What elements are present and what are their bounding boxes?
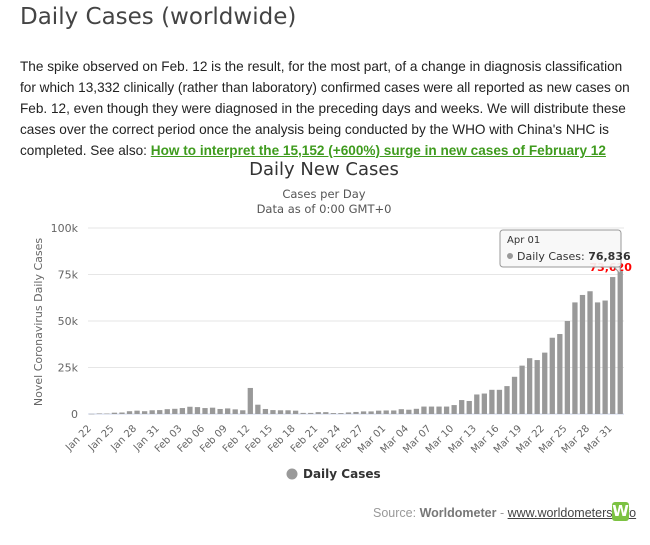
worldometer-logo-icon: W bbox=[612, 502, 629, 521]
bar-daily-cases-mar-06[interactable] bbox=[421, 406, 427, 414]
chart-description: The spike observed on Feb. 12 is the res… bbox=[20, 56, 632, 161]
chart-title: Daily New Cases bbox=[249, 159, 399, 180]
bar-daily-cases-feb-26[interactable] bbox=[353, 411, 359, 414]
y-tick-label: 0 bbox=[71, 408, 78, 421]
bar-daily-cases-feb-24[interactable] bbox=[338, 413, 344, 414]
bar-daily-cases-mar-28[interactable] bbox=[587, 291, 593, 414]
bar-daily-cases-feb-04[interactable] bbox=[187, 406, 193, 414]
bar-daily-cases-mar-20[interactable] bbox=[526, 358, 533, 414]
bar-daily-cases-mar-18[interactable] bbox=[511, 376, 518, 414]
bar-daily-cases-feb-13[interactable] bbox=[255, 404, 261, 414]
bar-daily-cases-feb-08[interactable] bbox=[217, 408, 223, 414]
bar-daily-cases-feb-15[interactable] bbox=[270, 410, 276, 414]
bar-daily-cases-feb-16[interactable] bbox=[277, 410, 284, 414]
source-url-link[interactable]: www.worldometers.info bbox=[507, 506, 637, 520]
bar-daily-cases-jan-29[interactable] bbox=[141, 411, 148, 414]
bar-daily-cases-mar-01[interactable] bbox=[383, 410, 389, 414]
bar-daily-cases-jan-27[interactable] bbox=[126, 411, 133, 414]
tooltip-box bbox=[499, 229, 622, 268]
chart-subtitle: Cases per Day bbox=[282, 187, 365, 201]
bar-daily-cases-mar-24[interactable] bbox=[557, 334, 563, 414]
bar-daily-cases-mar-03[interactable] bbox=[398, 409, 404, 414]
bar-daily-cases-feb-27[interactable] bbox=[360, 411, 367, 414]
bar-daily-cases-mar-04[interactable] bbox=[406, 409, 412, 414]
bar-daily-cases-feb-21[interactable] bbox=[315, 412, 321, 414]
bar-daily-cases-jan-25[interactable] bbox=[111, 412, 118, 414]
bar-daily-cases-feb-02[interactable] bbox=[172, 408, 178, 414]
description-text: The spike observed on Feb. 12 is the res… bbox=[20, 59, 630, 158]
bar-daily-cases-feb-29[interactable] bbox=[376, 410, 382, 414]
bar-daily-cases-feb-22[interactable] bbox=[323, 412, 329, 414]
y-axis-label: Novel Coronavirus Daily Cases bbox=[32, 238, 45, 406]
bar-daily-cases-mar-29[interactable] bbox=[594, 302, 601, 414]
bar-daily-cases-mar-14[interactable] bbox=[481, 393, 487, 414]
bar-daily-cases-feb-03[interactable] bbox=[179, 408, 186, 414]
tooltip-value: Daily Cases: 76,836 bbox=[517, 250, 631, 263]
bar-daily-cases-mar-21[interactable] bbox=[534, 360, 540, 414]
y-tick-label: 50k bbox=[58, 315, 79, 328]
bar-daily-cases-feb-10[interactable] bbox=[232, 409, 238, 414]
bar-daily-cases-mar-26[interactable] bbox=[572, 302, 578, 414]
bar-daily-cases-mar-10[interactable] bbox=[451, 405, 457, 414]
bar-daily-cases-mar-31[interactable] bbox=[610, 277, 616, 414]
bar-daily-cases-mar-22[interactable] bbox=[542, 352, 548, 414]
bar-daily-cases-feb-07[interactable] bbox=[209, 407, 216, 414]
page-title: Daily Cases (worldwide) bbox=[20, 4, 297, 30]
bar-daily-cases-apr-01[interactable] bbox=[617, 271, 623, 414]
bar-daily-cases-feb-25[interactable] bbox=[345, 412, 352, 414]
chart-subtitle-date: Data as of 0:00 GMT+0 bbox=[257, 202, 392, 216]
bar-daily-cases-mar-17[interactable] bbox=[504, 386, 510, 414]
bar-daily-cases-mar-23[interactable] bbox=[549, 337, 555, 414]
see-also-label: See also: bbox=[90, 143, 147, 158]
source-name: Worldometer bbox=[419, 506, 497, 520]
y-tick-label: 75k bbox=[58, 269, 79, 282]
bar-daily-cases-mar-27[interactable] bbox=[579, 294, 586, 414]
bar-daily-cases-jan-28[interactable] bbox=[134, 410, 140, 414]
bar-daily-cases-mar-30[interactable] bbox=[602, 300, 608, 414]
y-tick-label: 25k bbox=[58, 362, 79, 375]
bar-daily-cases-mar-15[interactable] bbox=[489, 389, 495, 414]
bar-daily-cases-feb-06[interactable] bbox=[202, 408, 208, 414]
daily-cases-chart: Daily New Cases Cases per Day Data as of… bbox=[32, 159, 632, 481]
bar-daily-cases-mar-25[interactable] bbox=[564, 321, 571, 414]
bar-daily-cases-mar-07[interactable] bbox=[428, 406, 435, 414]
tooltip-pointer bbox=[613, 266, 621, 276]
tooltip-date: Apr 01 bbox=[507, 235, 540, 246]
bar-daily-cases-jan-31[interactable] bbox=[157, 410, 163, 414]
source-label: Source: bbox=[373, 506, 417, 520]
bar-daily-cases-jan-22[interactable] bbox=[89, 413, 95, 415]
surge-article-link[interactable]: How to interpret the 15,152 (+600%) surg… bbox=[150, 143, 606, 158]
bar-daily-cases-feb-20[interactable] bbox=[308, 412, 314, 414]
bar-daily-cases-feb-09[interactable] bbox=[225, 408, 231, 414]
bar-daily-cases-feb-14[interactable] bbox=[262, 408, 269, 414]
legend-label[interactable]: Daily Cases bbox=[303, 467, 381, 481]
bar-daily-cases-jan-26[interactable] bbox=[119, 412, 125, 414]
bar-daily-cases-mar-09[interactable] bbox=[443, 406, 450, 414]
bar-daily-cases-feb-11[interactable] bbox=[240, 410, 246, 414]
bar-daily-cases-feb-28[interactable] bbox=[368, 411, 374, 414]
bar-daily-cases-feb-18[interactable] bbox=[292, 410, 299, 414]
bar-daily-cases-feb-12[interactable] bbox=[247, 387, 253, 414]
y-tick-label: 100k bbox=[51, 222, 79, 235]
tooltip-marker-icon bbox=[507, 253, 513, 259]
legend-marker-icon[interactable] bbox=[286, 468, 298, 480]
bar-daily-cases-feb-17[interactable] bbox=[285, 410, 291, 414]
bar-daily-cases-mar-05[interactable] bbox=[413, 408, 420, 414]
bar-daily-cases-mar-02[interactable] bbox=[391, 410, 397, 414]
bar-daily-cases-mar-19[interactable] bbox=[519, 365, 525, 414]
bar-daily-cases-feb-05[interactable] bbox=[194, 407, 201, 414]
bar-daily-cases-mar-12[interactable] bbox=[466, 400, 472, 414]
bar-daily-cases-mar-13[interactable] bbox=[474, 394, 480, 414]
bar-daily-cases-jan-30[interactable] bbox=[149, 410, 155, 414]
bar-daily-cases-mar-11[interactable] bbox=[459, 400, 465, 414]
source-credit: Source: Worldometer - www.worldometers.i… bbox=[373, 506, 636, 520]
bar-daily-cases-mar-08[interactable] bbox=[436, 406, 442, 414]
bar-daily-cases-mar-16[interactable] bbox=[496, 389, 503, 414]
bar-daily-cases-feb-01[interactable] bbox=[164, 409, 170, 414]
bar-daily-cases-jan-24[interactable] bbox=[104, 413, 110, 415]
source-separator: - bbox=[499, 506, 505, 520]
bar-daily-cases-feb-19[interactable] bbox=[300, 412, 306, 414]
bar-daily-cases-feb-23[interactable] bbox=[330, 413, 336, 414]
bar-daily-cases-jan-23[interactable] bbox=[96, 413, 102, 414]
